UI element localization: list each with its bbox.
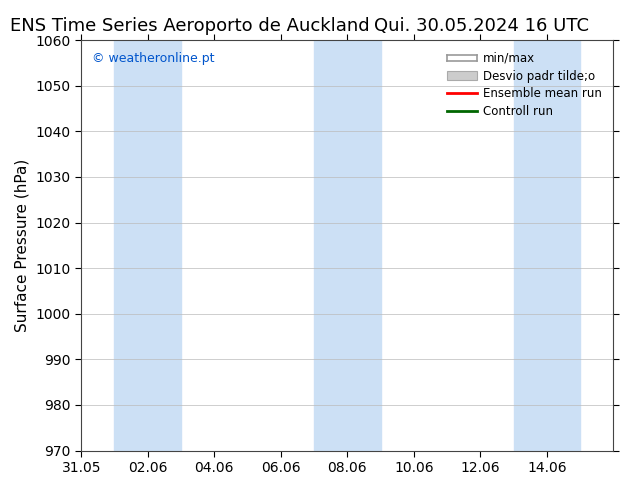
Text: Qui. 30.05.2024 16 UTC: Qui. 30.05.2024 16 UTC [374,17,590,35]
Legend: min/max, Desvio padr tilde;o, Ensemble mean run, Controll run: min/max, Desvio padr tilde;o, Ensemble m… [441,46,607,124]
Bar [314,40,380,451]
Bar [514,40,580,451]
Bar [115,40,181,451]
Text: © weatheronline.pt: © weatheronline.pt [92,52,214,66]
Text: ENS Time Series Aeroporto de Auckland: ENS Time Series Aeroporto de Auckland [10,17,370,35]
Y-axis label: Surface Pressure (hPa): Surface Pressure (hPa) [15,159,30,332]
